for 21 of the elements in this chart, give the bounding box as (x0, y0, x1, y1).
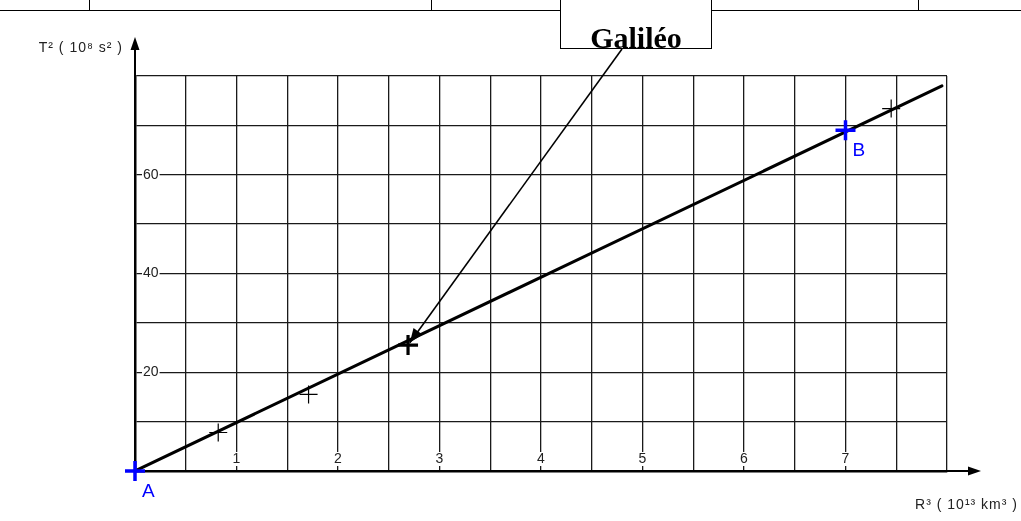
x-axis-title: R³ ( 10¹³ km³ ) (915, 495, 1018, 512)
annotation: A (142, 479, 155, 501)
point (123, 459, 147, 483)
y-tick-label: 60 (143, 165, 159, 182)
y-tick-label: 40 (143, 264, 159, 281)
y-tick-label: 20 (143, 363, 159, 380)
x-tick-label: 6 (740, 449, 749, 466)
callout-box: Galiléo (560, 0, 712, 49)
point (881, 98, 901, 119)
x-tick-label: 4 (537, 449, 546, 466)
point (208, 422, 228, 443)
x-tick-label: 1 (232, 449, 241, 466)
y-axis-title: T² ( 10⁸ s² ) (38, 38, 123, 55)
point (298, 384, 319, 405)
point (833, 118, 858, 143)
x-tick-label: 5 (638, 449, 647, 466)
annotation: B (852, 139, 866, 161)
x-tick-label: 7 (841, 449, 850, 466)
x-tick-label: 3 (435, 449, 444, 466)
point (396, 333, 420, 357)
x-tick-label: 2 (334, 449, 343, 466)
